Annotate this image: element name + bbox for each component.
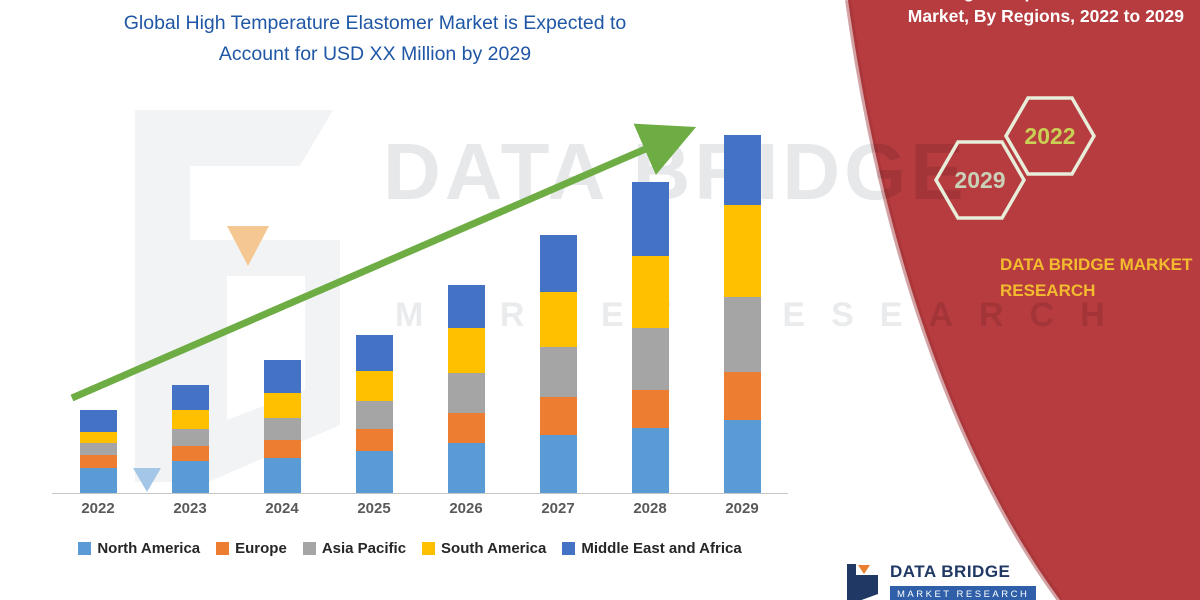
bar-segment-2025-south-america [355, 371, 393, 401]
x-label-2026: 2026 [449, 500, 483, 517]
bar-segment-2022-north-america [79, 468, 117, 493]
legend-label: Europe [235, 540, 287, 557]
bar-2027 [539, 235, 577, 493]
bar-2025 [355, 335, 393, 493]
legend-label: South America [441, 540, 547, 557]
bar-segment-2028-south-america [631, 256, 669, 328]
brand-line2: RESEARCH [1000, 281, 1096, 301]
x-label-2029: 2029 [725, 500, 759, 517]
legend-swatch [78, 542, 92, 555]
legend-item-middle-east-and-africa: Middle East and Africa [562, 540, 742, 557]
bar-2029 [723, 135, 761, 493]
bar-segment-2029-south-america [723, 205, 761, 297]
bar-segment-2027-south-america [539, 292, 577, 347]
bar-segment-2023-europe [171, 446, 209, 461]
bar-segment-2028-middle-east-and-africa [631, 182, 669, 256]
bar-segment-2022-middle-east-and-africa [79, 410, 117, 432]
bar-segment-2022-europe [79, 455, 117, 468]
bar-segment-2029-middle-east-and-africa [723, 135, 761, 205]
footer-brand-sub: MARKET RESEARCH [890, 586, 1037, 600]
bar-segment-2026-middle-east-and-africa [447, 285, 485, 328]
chart-title-line2: Account for USD XX Million by 2029 [218, 43, 532, 66]
bar-segment-2029-europe [723, 372, 761, 420]
bar-segment-2026-north-america [447, 443, 485, 493]
legend-label: Middle East and Africa [581, 540, 742, 557]
legend-label: Asia Pacific [321, 540, 407, 557]
x-label-2022: 2022 [81, 500, 115, 517]
bar-2022 [79, 410, 117, 493]
bar-2024 [263, 360, 301, 493]
brand-text: DATA BRIDGE MARKET RESEARCH [1000, 252, 1192, 305]
legend-swatch [562, 542, 576, 555]
x-axis-labels: 2022 2023 2024 2025 2026 2027 2028 2029 [52, 500, 788, 517]
panel-heading-line2: Market, By Regions, 2022 to 2029 [907, 6, 1184, 26]
bar-segment-2023-middle-east-and-africa [171, 385, 209, 410]
bar-segment-2025-middle-east-and-africa [355, 335, 393, 371]
x-label-2025: 2025 [357, 500, 391, 517]
bar-2023 [171, 385, 209, 493]
legend-item-north-america: North America [78, 540, 200, 557]
bar-segment-2025-europe [355, 429, 393, 451]
hexagon-2022-label: 2022 [1024, 123, 1075, 149]
bar-segment-2024-south-america [263, 393, 301, 418]
bar-segment-2029-north-america [723, 420, 761, 493]
legend-label: North America [97, 540, 201, 557]
bar-segment-2028-north-america [631, 428, 669, 493]
bar-segment-2026-south-america [447, 328, 485, 373]
bar-segment-2023-asia-pacific [171, 429, 209, 446]
bar-segment-2026-asia-pacific [447, 373, 485, 413]
bar-2028 [631, 182, 669, 493]
footer-brand-name: DATA BRIDGE [890, 562, 1011, 581]
bar-segment-2027-north-america [539, 435, 577, 493]
legend-swatch [216, 542, 230, 555]
bar-segment-2027-asia-pacific [539, 347, 577, 397]
bar-segment-2028-europe [631, 390, 669, 428]
bar-segment-2027-middle-east-and-africa [539, 235, 577, 292]
bar-segment-2028-asia-pacific [631, 328, 669, 390]
bar-segment-2025-north-america [355, 451, 393, 493]
year-hexagons: 2029 2022 [933, 96, 1097, 220]
legend-item-south-america: South America [422, 540, 546, 557]
legend-swatch [422, 542, 436, 555]
bar-segment-2027-europe [539, 397, 577, 435]
bar-segment-2029-asia-pacific [723, 297, 761, 372]
chart-title-line1: Global High Temperature Elastomer Market… [123, 12, 627, 34]
x-label-2028: 2028 [633, 500, 667, 517]
plot-area [52, 118, 788, 494]
legend-item-asia-pacific: Asia Pacific [302, 540, 407, 557]
bar-segment-2022-asia-pacific [79, 443, 117, 455]
x-label-2023: 2023 [173, 500, 207, 517]
legend: North America Europe Asia Pacific South Ame… [20, 540, 800, 557]
brand-line1: DATA BRIDGE MARKET [1000, 255, 1193, 274]
bar-segment-2023-north-america [171, 461, 209, 493]
bar-segment-2024-north-america [263, 458, 301, 493]
bar-segment-2025-asia-pacific [355, 401, 393, 429]
footer-logo: DATA BRIDGE MARKET RESEARCH [845, 562, 1037, 600]
panel-heading: High Temperature Elastomer Market, By Re… [908, 0, 1184, 28]
bar-segment-2024-middle-east-and-africa [263, 360, 301, 393]
legend-swatch [302, 542, 316, 555]
bar-segment-2022-south-america [79, 432, 117, 443]
chart-title: Global High Temperature Elastomer Market… [30, 8, 720, 70]
bar-segment-2024-asia-pacific [263, 418, 301, 440]
hexagon-2029-label: 2029 [954, 167, 1005, 193]
bar-segment-2023-south-america [171, 410, 209, 429]
bar-segment-2026-europe [447, 413, 485, 443]
x-label-2027: 2027 [541, 500, 575, 517]
footer-logo-icon [847, 564, 878, 600]
bar-segment-2024-europe [263, 440, 301, 458]
x-label-2024: 2024 [265, 500, 299, 517]
bar-2026 [447, 285, 485, 493]
legend-item-europe: Europe [216, 540, 287, 557]
